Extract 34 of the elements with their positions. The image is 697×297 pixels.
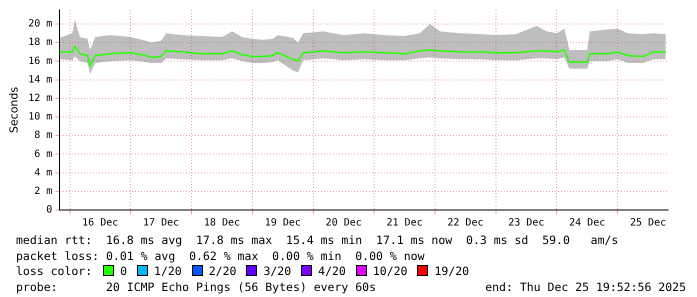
x-tick-label: 25 Dec xyxy=(630,218,666,229)
legend-label: 4/20 xyxy=(318,264,346,278)
x-tick-label: 22 Dec xyxy=(447,218,484,229)
legend-label: 2/20 xyxy=(208,264,236,278)
text: probe: 20 ICMP Echo Pings (56 Bytes) every 60s xyxy=(16,280,376,294)
y-tick-label: 20 m xyxy=(28,18,52,30)
x-tick-label: 17 Dec xyxy=(143,218,180,229)
x-tick-label: 20 Dec xyxy=(326,218,362,229)
x-tick-label: 23 Dec xyxy=(508,218,544,229)
text: packet loss: 0.01 % avg 0.62 % max 0.00 % min 0.00 % now xyxy=(16,248,426,264)
legend-label: 19/20 xyxy=(434,264,470,278)
legend-label: 0 xyxy=(120,264,128,278)
legend-label: 1/20 xyxy=(154,264,182,278)
y-tick-label: 4 m xyxy=(34,167,52,178)
x-tick-label: 16 Dec xyxy=(82,218,118,229)
x-tick-label: 24 Dec xyxy=(569,218,606,229)
x-tick-label: 18 Dec xyxy=(204,218,240,229)
y-tick-label: 12 m xyxy=(28,92,52,104)
y-axis-title: Seconds xyxy=(7,86,20,134)
y-tick-label: 14 m xyxy=(28,74,52,86)
x-tick-label: 19 Dec xyxy=(264,218,301,229)
text: end: Thu Dec 25 19:52:56 2025 xyxy=(485,280,686,295)
x-tick-label: 21 Dec xyxy=(386,218,423,229)
legend-title: loss color: xyxy=(16,264,94,278)
y-tick-label: 16 m xyxy=(28,56,52,67)
y-tick-label: 18 m xyxy=(28,37,52,48)
y-tick-label: 2 m xyxy=(34,186,52,197)
y-tick-label: 10 m xyxy=(28,112,52,123)
y-tick-label: 6 m xyxy=(34,148,52,160)
y-tick-label: 8 m xyxy=(34,130,52,142)
legend-label: 3/20 xyxy=(263,264,292,278)
legend-label: 10/20 xyxy=(372,264,408,278)
y-tick-label: 0 xyxy=(46,204,52,216)
text: median rtt: 16.8 ms avg 17.8 ms max 15.4 ms min 17.1 ms now 0.3 ms sd 59.0 am/s xyxy=(16,233,620,248)
